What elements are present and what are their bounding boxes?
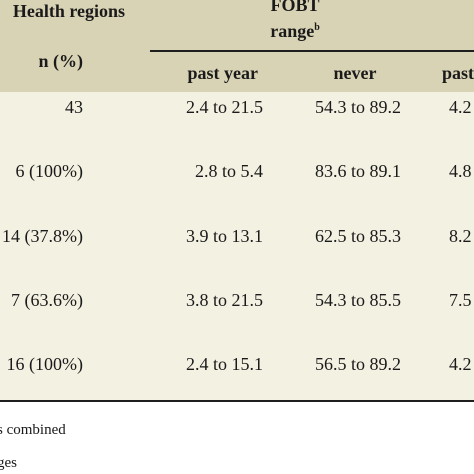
n-pct-header: n (%) (38, 51, 84, 71)
row4-never: 54.3 to 85.5 (314, 290, 401, 310)
never-header: never (333, 63, 377, 83)
row1-past: 4.2 (449, 97, 472, 117)
row1-n: 43 (65, 97, 83, 117)
row5-n: 16 (100%) (6, 354, 83, 374)
row4-n: 7 (63.6%) (11, 290, 83, 310)
table-bottom-rule (0, 400, 474, 402)
health-regions-header: Health regions (12, 1, 125, 21)
footnote-line-2: ges (0, 455, 17, 471)
past-year-header: past year (187, 63, 259, 83)
row2-n: 6 (100%) (15, 161, 83, 181)
row3-past-year: 3.9 to 13.1 (185, 226, 263, 246)
row3-n: 14 (37.8%) (2, 226, 83, 246)
footnote-line-1: s combined (0, 422, 66, 438)
row4-past-year: 3.8 to 21.5 (185, 290, 263, 310)
fobt-header: FOBT (270, 0, 320, 15)
row5-never: 56.5 to 89.2 (314, 354, 401, 374)
fobt-span-rule (150, 50, 474, 52)
table-header-band (0, 0, 474, 92)
row4-past: 7.5 (449, 290, 472, 310)
row1-past-year: 2.4 to 21.5 (185, 97, 263, 117)
row1-never: 54.3 to 89.2 (314, 97, 401, 117)
row3-never: 62.5 to 85.3 (314, 226, 401, 246)
table-body-band (0, 92, 474, 400)
row2-past-year: 2.8 to 5.4 (194, 161, 263, 181)
row5-past-year: 2.4 to 15.1 (185, 354, 263, 374)
past-header-partial: past (442, 63, 474, 83)
range-header: rangeb (230, 22, 360, 40)
row2-never: 83.6 to 89.1 (314, 161, 401, 181)
row2-past: 4.8 (449, 161, 472, 181)
row5-past: 4.2 (449, 354, 472, 374)
row3-past: 8.2 (449, 226, 472, 246)
range-header-text: range (270, 21, 315, 41)
range-footnote-marker: b (314, 22, 320, 33)
